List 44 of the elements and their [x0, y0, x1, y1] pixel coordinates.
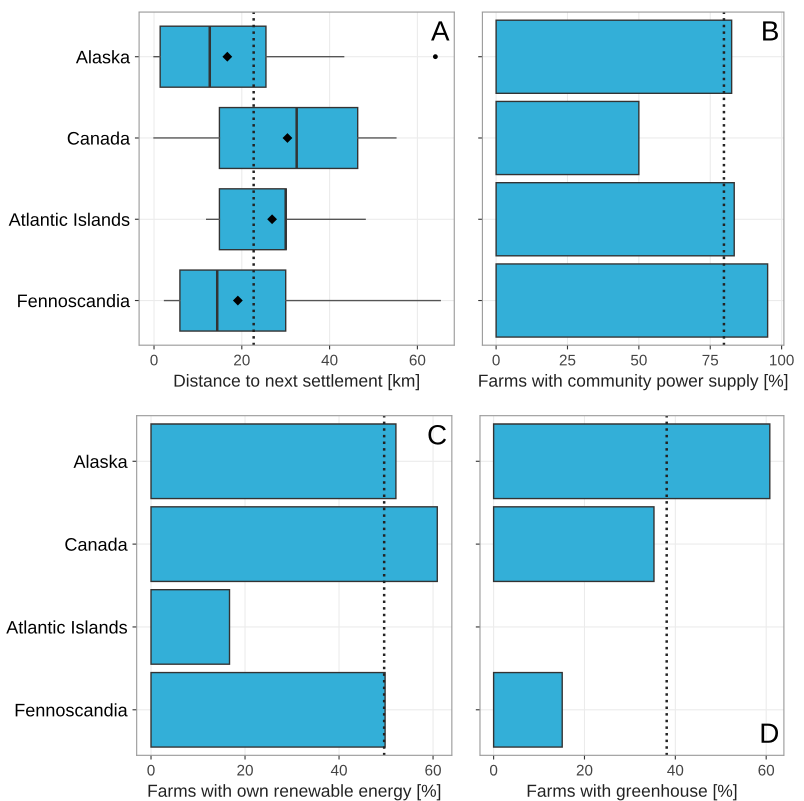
- x-tick-label: 25: [560, 354, 576, 366]
- x-tick-label: 60: [410, 354, 426, 366]
- annotation: C: [428, 424, 446, 445]
- annotation: D: [762, 724, 778, 743]
- bar: [495, 182, 735, 257]
- bar: [495, 19, 732, 94]
- x-tick-label: 60: [758, 764, 774, 776]
- x-tick-label: 0: [147, 764, 155, 776]
- x-tick-label: 60: [425, 764, 441, 776]
- x-tick-label: 75: [702, 354, 718, 366]
- x-tick-label: 20: [237, 764, 253, 776]
- bar: [492, 506, 655, 582]
- y-tick-label: Atlantic Islands: [6, 620, 128, 634]
- x-axis-title: Farms with greenhouse [%]: [528, 784, 736, 800]
- bar: [150, 672, 386, 748]
- x-tick-label: 40: [667, 764, 684, 776]
- x-tick-label: 20: [576, 764, 592, 776]
- y-tick-label: Fennoscandia: [18, 294, 130, 308]
- y-tick-label: Canada: [68, 131, 130, 145]
- x-axis-title: Farms with own renewable energy [%]: [148, 784, 440, 800]
- y-tick-label: Alaska: [73, 454, 128, 468]
- y-tick-label: Canada: [65, 538, 128, 551]
- x-tick-label: 0: [492, 354, 500, 366]
- bar: [492, 423, 771, 500]
- x-tick-label: 50: [630, 354, 647, 366]
- bar: [492, 672, 563, 748]
- y-tick-label: Fennoscandia: [16, 703, 128, 717]
- y-tick-label: Alaska: [76, 50, 130, 64]
- bar: [495, 100, 640, 176]
- bar: [150, 506, 438, 582]
- x-axis-title: Farms with community power supply [%]: [479, 374, 788, 390]
- x-tick-label: 40: [321, 354, 338, 366]
- x-tick-label: 20: [234, 354, 250, 366]
- bar: [495, 263, 768, 338]
- x-tick-label: 100: [770, 354, 794, 366]
- x-tick-label: 40: [330, 764, 347, 776]
- annotation: A: [431, 21, 450, 40]
- bar: [150, 588, 230, 665]
- x-tick-label: 0: [490, 764, 498, 776]
- x-tick-label: 0: [150, 354, 158, 366]
- x-axis-title: Distance to next settlement [km]: [174, 374, 419, 390]
- bar: [150, 423, 397, 500]
- y-tick-label: Atlantic Islands: [8, 212, 130, 226]
- annotation: B: [763, 21, 778, 40]
